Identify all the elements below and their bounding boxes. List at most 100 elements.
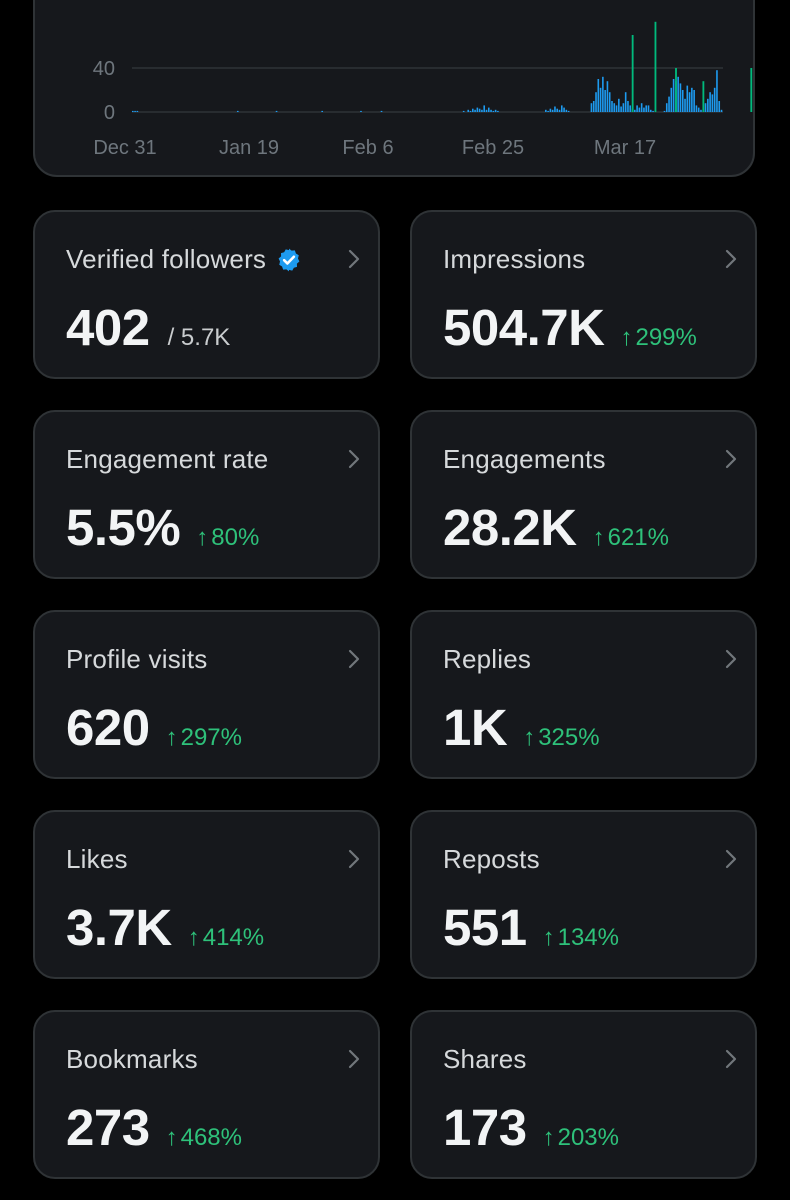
card-title: Verified followers bbox=[66, 244, 302, 275]
bar bbox=[679, 83, 682, 112]
card-delta: ↑ 299% bbox=[620, 324, 696, 352]
bar bbox=[604, 90, 606, 112]
card-delta: ↑ 468% bbox=[166, 1124, 242, 1152]
bar bbox=[620, 106, 622, 112]
bar bbox=[494, 109, 497, 112]
card-profile-visits[interactable]: Profile visits 620 ↑ 297% bbox=[33, 610, 380, 779]
card-value-row: 28.2K ↑ 621% bbox=[443, 498, 669, 557]
bar bbox=[643, 107, 645, 112]
bar bbox=[718, 101, 721, 112]
chevron-right-icon bbox=[348, 849, 360, 869]
bar bbox=[707, 98, 709, 112]
bar bbox=[622, 103, 625, 112]
delta-value: 203% bbox=[557, 1124, 619, 1151]
bar bbox=[492, 110, 495, 112]
bar bbox=[485, 109, 488, 112]
y-tick-label: 0 bbox=[104, 102, 115, 124]
card-value: 28.2K bbox=[443, 499, 577, 556]
card-value: 1K bbox=[443, 699, 508, 756]
card-value-row: 273 ↑ 468% bbox=[66, 1098, 242, 1157]
card-value: 273 bbox=[66, 1099, 150, 1156]
chevron-right-icon bbox=[725, 1049, 737, 1069]
card-value: 173 bbox=[443, 1099, 527, 1156]
card-replies[interactable]: Replies 1K ↑ 325% bbox=[410, 610, 757, 779]
bar bbox=[691, 87, 693, 112]
bar bbox=[476, 107, 479, 112]
card-title: Reposts bbox=[443, 844, 540, 874]
delta-value: 297% bbox=[180, 724, 242, 751]
card-shares[interactable]: Shares 173 ↑ 203% bbox=[410, 1010, 757, 1179]
card-value-row: 504.7K ↑ 299% bbox=[443, 298, 697, 357]
card-title: Likes bbox=[66, 844, 128, 874]
bar bbox=[556, 108, 559, 112]
arrow-up-icon: ↑ bbox=[620, 324, 633, 351]
bar bbox=[380, 110, 383, 112]
bar bbox=[547, 110, 549, 112]
bar bbox=[360, 110, 362, 112]
bar bbox=[545, 109, 547, 112]
bar bbox=[645, 105, 648, 112]
bar bbox=[136, 110, 139, 112]
card-value: 620 bbox=[66, 699, 150, 756]
bar bbox=[665, 103, 668, 112]
card-title: Shares bbox=[443, 1044, 527, 1074]
bar bbox=[677, 76, 679, 112]
bar bbox=[647, 105, 650, 112]
card-likes[interactable]: Likes 3.7K ↑ 414% bbox=[33, 810, 380, 979]
bar bbox=[652, 110, 654, 112]
chevron-right-icon bbox=[725, 849, 737, 869]
chevron-right-icon bbox=[725, 249, 737, 269]
card-title: Impressions bbox=[443, 244, 586, 274]
card-delta: ↑ 325% bbox=[523, 724, 599, 752]
bar bbox=[606, 81, 609, 112]
bar-highlight bbox=[654, 21, 657, 112]
bar bbox=[634, 109, 636, 112]
bar bbox=[483, 105, 486, 112]
bar bbox=[668, 96, 670, 112]
bar bbox=[321, 110, 323, 112]
card-reposts[interactable]: Reposts 551 ↑ 134% bbox=[410, 810, 757, 979]
bar-chart: 0 40 Dec 31 Jan 19 Feb 6 Feb 25 Mar 17 bbox=[93, 21, 753, 159]
bar bbox=[629, 105, 632, 112]
chevron-right-icon bbox=[725, 649, 737, 669]
card-bookmarks[interactable]: Bookmarks 273 ↑ 468% bbox=[33, 1010, 380, 1179]
bar bbox=[686, 85, 689, 112]
bar bbox=[490, 109, 492, 112]
card-title: Bookmarks bbox=[66, 1044, 198, 1074]
bar bbox=[478, 108, 481, 112]
bar bbox=[693, 90, 695, 112]
x-tick-label: Jan 19 bbox=[219, 137, 279, 159]
card-delta: ↑ 297% bbox=[166, 724, 242, 752]
bar bbox=[611, 101, 613, 112]
card-title: Profile visits bbox=[66, 644, 208, 674]
delta-value: 134% bbox=[557, 924, 619, 951]
bar bbox=[649, 109, 652, 112]
card-title-text: Verified followers bbox=[66, 244, 267, 274]
card-engagements[interactable]: Engagements 28.2K ↑ 621% bbox=[410, 410, 757, 579]
bar bbox=[558, 109, 561, 112]
bar bbox=[595, 92, 597, 112]
card-value: 5.5% bbox=[66, 499, 181, 556]
bar bbox=[467, 109, 470, 112]
chevron-right-icon bbox=[348, 1049, 360, 1069]
card-engagement-rate[interactable]: Engagement rate 5.5% ↑ 80% bbox=[33, 410, 380, 579]
card-title: Engagement rate bbox=[66, 444, 269, 474]
card-value-row: 402 / 5.7K bbox=[66, 298, 230, 357]
card-delta: ↑ 80% bbox=[196, 524, 259, 552]
bar bbox=[592, 101, 595, 112]
bar bbox=[627, 101, 629, 112]
card-secondary-value: / 5.7K bbox=[167, 324, 231, 351]
card-verified-followers[interactable]: Verified followers 402 / 5.7K bbox=[33, 210, 380, 379]
delta-value: 80% bbox=[211, 524, 260, 551]
bar bbox=[672, 79, 675, 112]
card-value: 3.7K bbox=[66, 899, 172, 956]
x-tick-label: Dec 31 bbox=[93, 137, 156, 159]
card-title: Replies bbox=[443, 644, 532, 674]
chevron-right-icon bbox=[348, 649, 360, 669]
card-impressions[interactable]: Impressions 504.7K ↑ 299% bbox=[410, 210, 757, 379]
arrow-up-icon: ↑ bbox=[196, 524, 209, 551]
x-tick-label: Mar 17 bbox=[594, 137, 656, 159]
bar bbox=[236, 110, 239, 112]
delta-value: 414% bbox=[202, 924, 265, 951]
